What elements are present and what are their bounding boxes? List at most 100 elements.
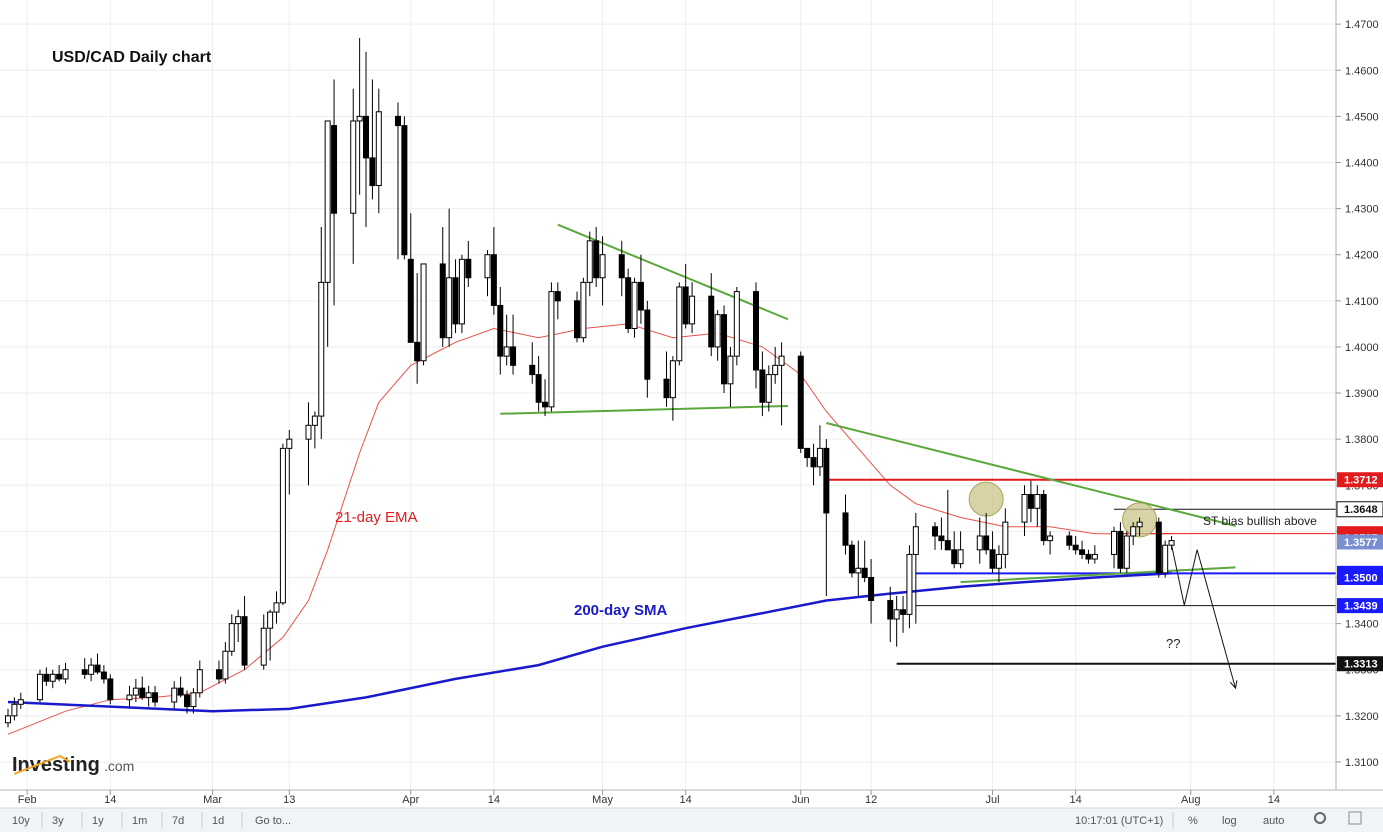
candle-down (848, 544, 855, 574)
candle-up (995, 553, 1002, 569)
y-tick-label: 1.3200 (1345, 711, 1379, 723)
st-bias-label: ST bias bullish above (1203, 514, 1317, 528)
x-tick-label: Aug (1181, 794, 1201, 806)
x-tick-label: Jun (792, 794, 810, 806)
candle-up (957, 549, 964, 565)
candle-up (778, 355, 785, 366)
price-badge-label: 1.3712 (1344, 475, 1378, 487)
trendline (500, 404, 788, 415)
candle-down (983, 535, 990, 551)
candle-down (900, 609, 907, 615)
range-button-1m[interactable]: 1m (132, 815, 147, 827)
price-badge (1337, 472, 1383, 488)
candles (5, 37, 1175, 728)
candle-down (944, 540, 951, 551)
candle-up (446, 277, 453, 339)
range-button-3y[interactable]: 3y (52, 815, 64, 827)
candle-up (816, 447, 823, 468)
question-label: ?? (1166, 636, 1180, 651)
gear-icon[interactable] (1314, 812, 1326, 824)
candle-up (190, 692, 197, 708)
x-tick-label: 12 (865, 794, 877, 806)
goto-button[interactable]: Go to... (255, 815, 291, 827)
settings-gear-icon[interactable] (1314, 812, 1326, 824)
candle-up (286, 438, 293, 449)
candle-down (593, 240, 600, 279)
y-tick-label: 1.4700 (1345, 19, 1379, 31)
range-button-7d[interactable]: 7d (172, 815, 184, 827)
toolbar-right: 10:17:01 (UTC+1) (1075, 811, 1362, 829)
candle-down (625, 277, 632, 329)
candle-down (152, 692, 159, 703)
candle-up (1021, 493, 1028, 523)
range-button-1y[interactable]: 1y (92, 815, 104, 827)
candle-down (753, 291, 760, 371)
price-badge-label: 1.3439 (1344, 601, 1378, 613)
option-button-auto[interactable]: auto (1263, 815, 1284, 827)
candle-down (1155, 521, 1162, 574)
candle-down (861, 567, 868, 578)
candle-down (989, 549, 996, 569)
candle-up (484, 254, 491, 279)
candle-up (1123, 535, 1130, 569)
candle-up (356, 115, 363, 122)
candle-up (1162, 544, 1169, 574)
candle-down (81, 669, 88, 675)
level-lines (826, 478, 1336, 665)
candle-up (976, 535, 983, 551)
candle-down (637, 281, 644, 311)
range-button-10y[interactable]: 10y (12, 815, 30, 827)
candle-down (177, 687, 184, 696)
option-button-log[interactable]: log (1222, 815, 1237, 827)
candle-down (1085, 553, 1092, 560)
logo-suffix: .com (104, 758, 134, 774)
candle-down (618, 254, 625, 279)
candle-down (644, 309, 651, 380)
candle-down (43, 673, 50, 682)
candle-down (100, 671, 107, 680)
candle-up (350, 120, 357, 214)
candle-up (1136, 521, 1143, 528)
candle-up (458, 258, 465, 325)
candle-down (439, 263, 446, 339)
y-tick-label: 1.4400 (1345, 157, 1379, 169)
candle-down (823, 447, 830, 514)
candle-up (906, 553, 913, 615)
sma-200-line (7, 572, 1172, 713)
candle-down (107, 678, 114, 701)
price-badge (1337, 534, 1383, 550)
sma-label: 200-day SMA (574, 602, 668, 619)
fullscreen-icon[interactable] (1348, 811, 1362, 825)
candle-up (196, 669, 203, 694)
range-button-1d[interactable]: 1d (212, 815, 224, 827)
candle-up (1168, 540, 1175, 546)
price-badge (1336, 501, 1383, 518)
candle-up (599, 254, 606, 279)
price-badge-label: 1.3313 (1344, 659, 1378, 671)
candle-up (676, 286, 683, 362)
candle-down (887, 600, 894, 620)
candle-down (184, 694, 191, 708)
expand-icon[interactable] (1348, 811, 1362, 825)
candle-up (1002, 521, 1009, 555)
candle-down (554, 291, 561, 302)
candle-up (855, 567, 862, 574)
candle-up (145, 692, 152, 698)
price-badge (1337, 569, 1383, 585)
x-tick-labels: Feb 14 Mar 13 Apr 14 May 14 Jun 12 Jul 14 Aug 14 (18, 790, 1280, 806)
candle-down (465, 258, 472, 279)
candle-down (490, 254, 497, 306)
candle-up (631, 281, 638, 329)
option-button-%[interactable]: % (1188, 815, 1198, 827)
x-tick-label: 14 (680, 794, 692, 806)
x-tick-label: May (592, 794, 613, 806)
candle-up (375, 111, 382, 187)
candle-up (36, 673, 43, 701)
toolbar-bg (0, 808, 1383, 832)
candle-up (714, 314, 721, 348)
x-tick-label: 14 (488, 794, 500, 806)
candle-down (241, 616, 248, 666)
candle-down (497, 304, 504, 357)
highlight-circle (968, 481, 1004, 517)
